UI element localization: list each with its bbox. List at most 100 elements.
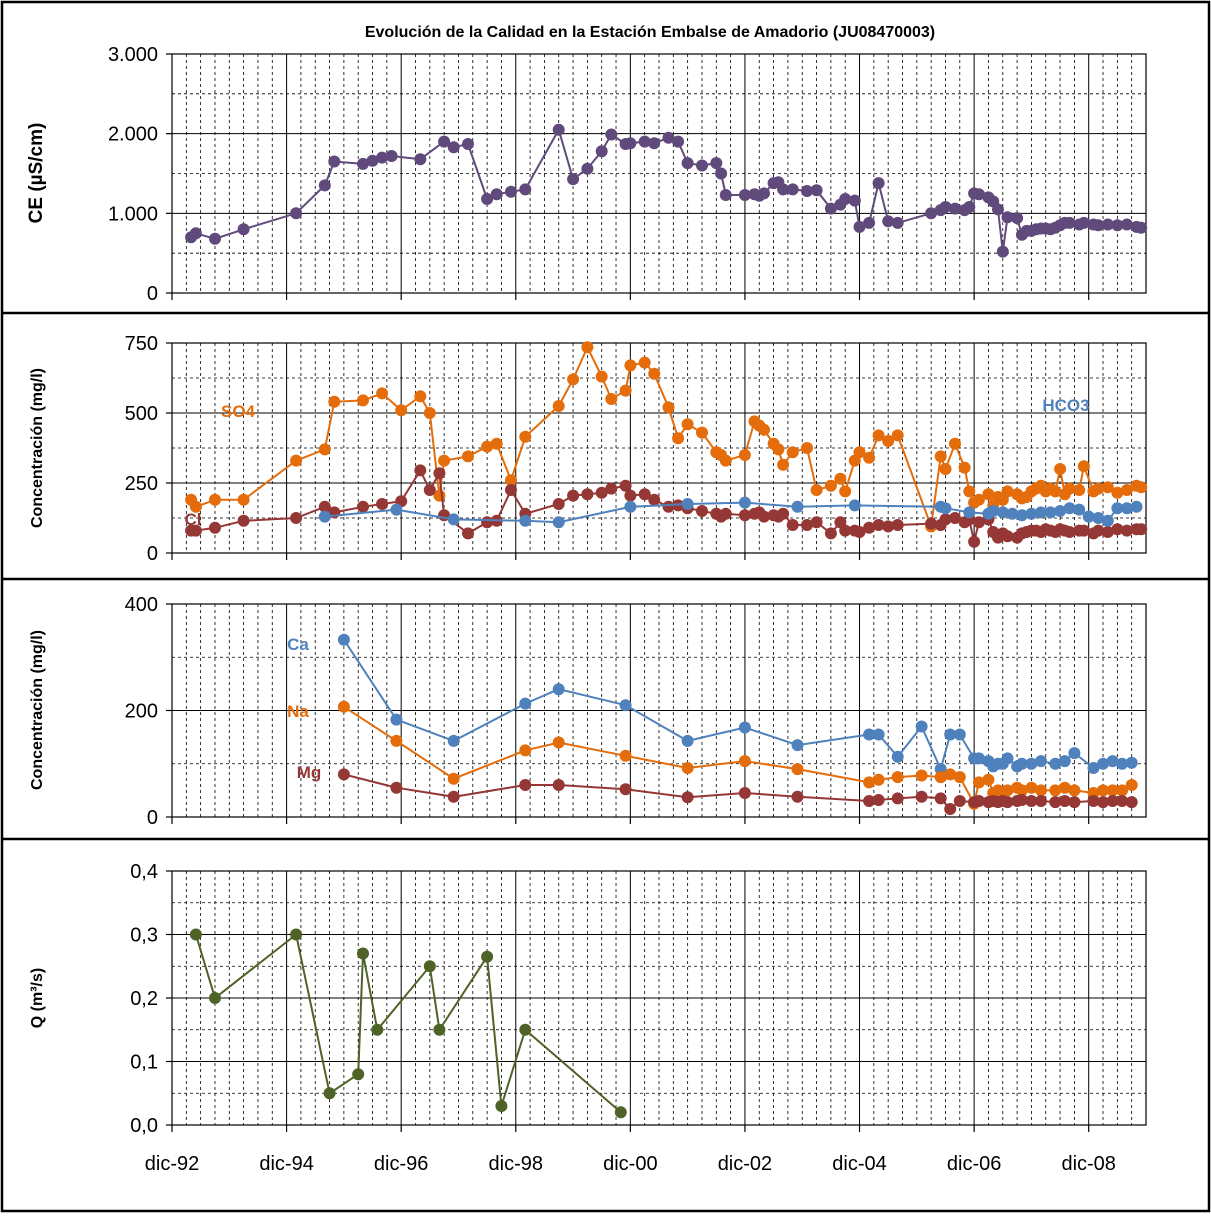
data-point [882,435,895,447]
data-point [595,370,608,383]
data-point [481,440,494,453]
data-point [863,795,876,807]
data-point [567,373,580,386]
data-point [581,488,594,501]
data-point [619,749,632,762]
data-point [891,792,904,805]
panel-3: 0 200 400 Concentración (mg/l) Ca Na Mg [29,594,1147,829]
data-point [1058,795,1071,807]
data-point [824,479,837,492]
data-point [1120,524,1133,537]
data-point [237,514,250,527]
panel-1: 0 1.000 2.000 3.000 CE (µS/cm) [26,44,1148,305]
data-point [949,512,961,524]
data-point [710,157,723,170]
x-tick-label-dic-06: dic-06 [947,1153,1001,1175]
data-point [624,137,637,150]
data-point [519,514,532,527]
data-point [1106,755,1119,768]
data-point [385,150,398,162]
data-point [791,763,804,776]
data-point [1101,526,1114,538]
x-tick-label-dic-04: dic-04 [832,1153,886,1175]
data-point [944,803,957,815]
data-point [371,1023,384,1036]
data-point [934,450,947,463]
data-point [958,461,971,474]
data-point [972,795,985,807]
data-point [1015,784,1028,797]
data-point [1015,509,1028,522]
data-point [1116,784,1129,797]
data-point [1001,485,1014,498]
data-point [715,167,728,180]
data-point [290,928,303,941]
data-point [490,188,503,201]
data-point [1130,500,1143,513]
series-ce [185,123,1148,258]
data-point [810,484,823,496]
data-point [719,189,732,201]
data-point [1092,512,1105,524]
data-point [462,138,474,150]
data-point [791,790,804,803]
data-point [237,493,250,506]
data-point [738,449,751,461]
data-point [318,443,331,456]
data-point [1106,784,1119,797]
data-point [605,393,618,405]
data-point [1025,795,1038,807]
y-tick-label: 0,1 [130,1052,158,1074]
data-point [672,432,685,445]
data-point [996,506,1009,519]
data-point [915,720,928,733]
data-point [996,245,1009,258]
data-point [824,527,837,540]
data-point [595,486,608,499]
data-point [447,734,460,747]
data-point [987,505,1000,517]
data-point [839,485,852,498]
plot-area-border [171,53,1147,294]
data-point [972,516,985,529]
series-na: Na [287,700,1138,810]
data-point [939,502,952,515]
data-point [462,527,474,540]
data-point [337,633,350,646]
data-point [696,505,708,517]
panel-2: 0 250 500 750 Concentración (mg/l) SO4 Cl HCO3 [29,333,1148,565]
data-point [777,507,790,520]
data-point [357,394,369,407]
data-point [581,162,594,175]
data-point [934,792,947,805]
data-point [438,454,451,467]
y-tick-label: 0,0 [130,1115,158,1137]
data-point [891,429,904,442]
data-point [915,769,928,782]
data-point [1120,502,1133,515]
data-point [738,189,751,201]
data-point [758,187,770,200]
data-point [681,498,694,510]
plot-area-border [171,342,1147,554]
y-tick-label: 0,2 [130,988,158,1010]
data-point [614,1106,627,1119]
data-point [848,499,861,512]
data-point [376,498,389,510]
data-point [337,768,350,781]
data-point [1049,485,1062,498]
data-point [1025,507,1038,520]
data-point [738,721,751,734]
data-point [462,450,474,463]
data-point [681,734,694,747]
data-point [1073,484,1086,496]
data-point [786,519,799,531]
data-point [1001,752,1014,765]
y-tick-label: 3.000 [108,44,158,66]
data-point [972,493,985,506]
series-line-ce [190,127,1142,252]
data-point [738,755,751,768]
data-point [1035,755,1047,768]
x-tick-labels: dic-92 dic-94 dic-96 dic-98 dic-00 dic-02 dic-… [145,1153,1116,1175]
data-point [863,521,876,534]
